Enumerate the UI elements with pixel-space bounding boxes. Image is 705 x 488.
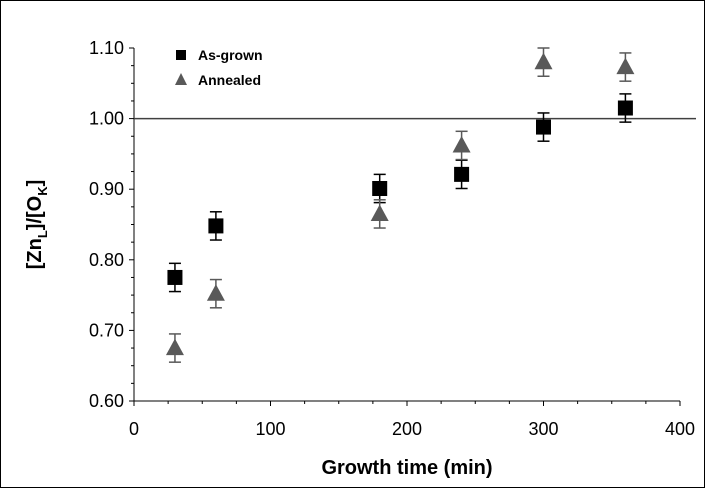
legend-item-annealed: Annealed — [175, 72, 261, 88]
annealed-point — [165, 338, 184, 356]
y-title-close: ] — [24, 180, 46, 187]
as-grown-point — [208, 218, 224, 234]
as-grown-point — [617, 100, 633, 116]
x-tick-label: 200 — [392, 419, 422, 439]
legend-marker-annealed — [175, 73, 187, 85]
x-tick-label: 300 — [528, 419, 558, 439]
legend-marker-as-grown — [176, 50, 186, 60]
y-tick-label: 1.10 — [89, 38, 124, 58]
y-tick-label: 1.00 — [89, 109, 124, 129]
annealed-point — [370, 204, 389, 221]
annealed-point — [206, 284, 225, 301]
x-axis-title: Growth time (min) — [321, 457, 492, 479]
plot-area: 0.60 0.70 0.80 0.90 1.00 1.10 0 100 200 300 400 As-… — [89, 38, 696, 439]
y-tick-label: 0.70 — [89, 320, 124, 340]
as-grown-point — [167, 269, 183, 285]
x-tick-label: 0 — [129, 419, 139, 439]
y-tick-label: 0.80 — [89, 250, 124, 270]
y-tick-label: 0.60 — [89, 391, 124, 411]
annealed-point — [534, 52, 553, 70]
y-title-sub1: L — [35, 230, 50, 238]
as-grown-point — [536, 119, 551, 135]
y-axis-title: [ZnL]/[OK] — [24, 180, 50, 270]
as-grown-point — [454, 166, 470, 182]
annealed-point — [616, 57, 635, 75]
annealed-point — [452, 135, 471, 153]
y-title-sub2: K — [35, 186, 50, 196]
x-tick-label: 400 — [665, 419, 695, 439]
y-tick-label: 0.90 — [89, 179, 124, 199]
y-title-open: [Zn — [24, 238, 46, 269]
y-title-mid: ]/[O — [24, 196, 46, 230]
legend-label-annealed: Annealed — [198, 72, 261, 88]
x-tick-label: 100 — [255, 419, 285, 439]
as-grown-point — [372, 180, 388, 196]
legend-item-as-grown: As-grown — [176, 47, 263, 63]
legend: As-grown Annealed — [175, 47, 263, 88]
legend-label-as-grown: As-grown — [198, 47, 263, 63]
